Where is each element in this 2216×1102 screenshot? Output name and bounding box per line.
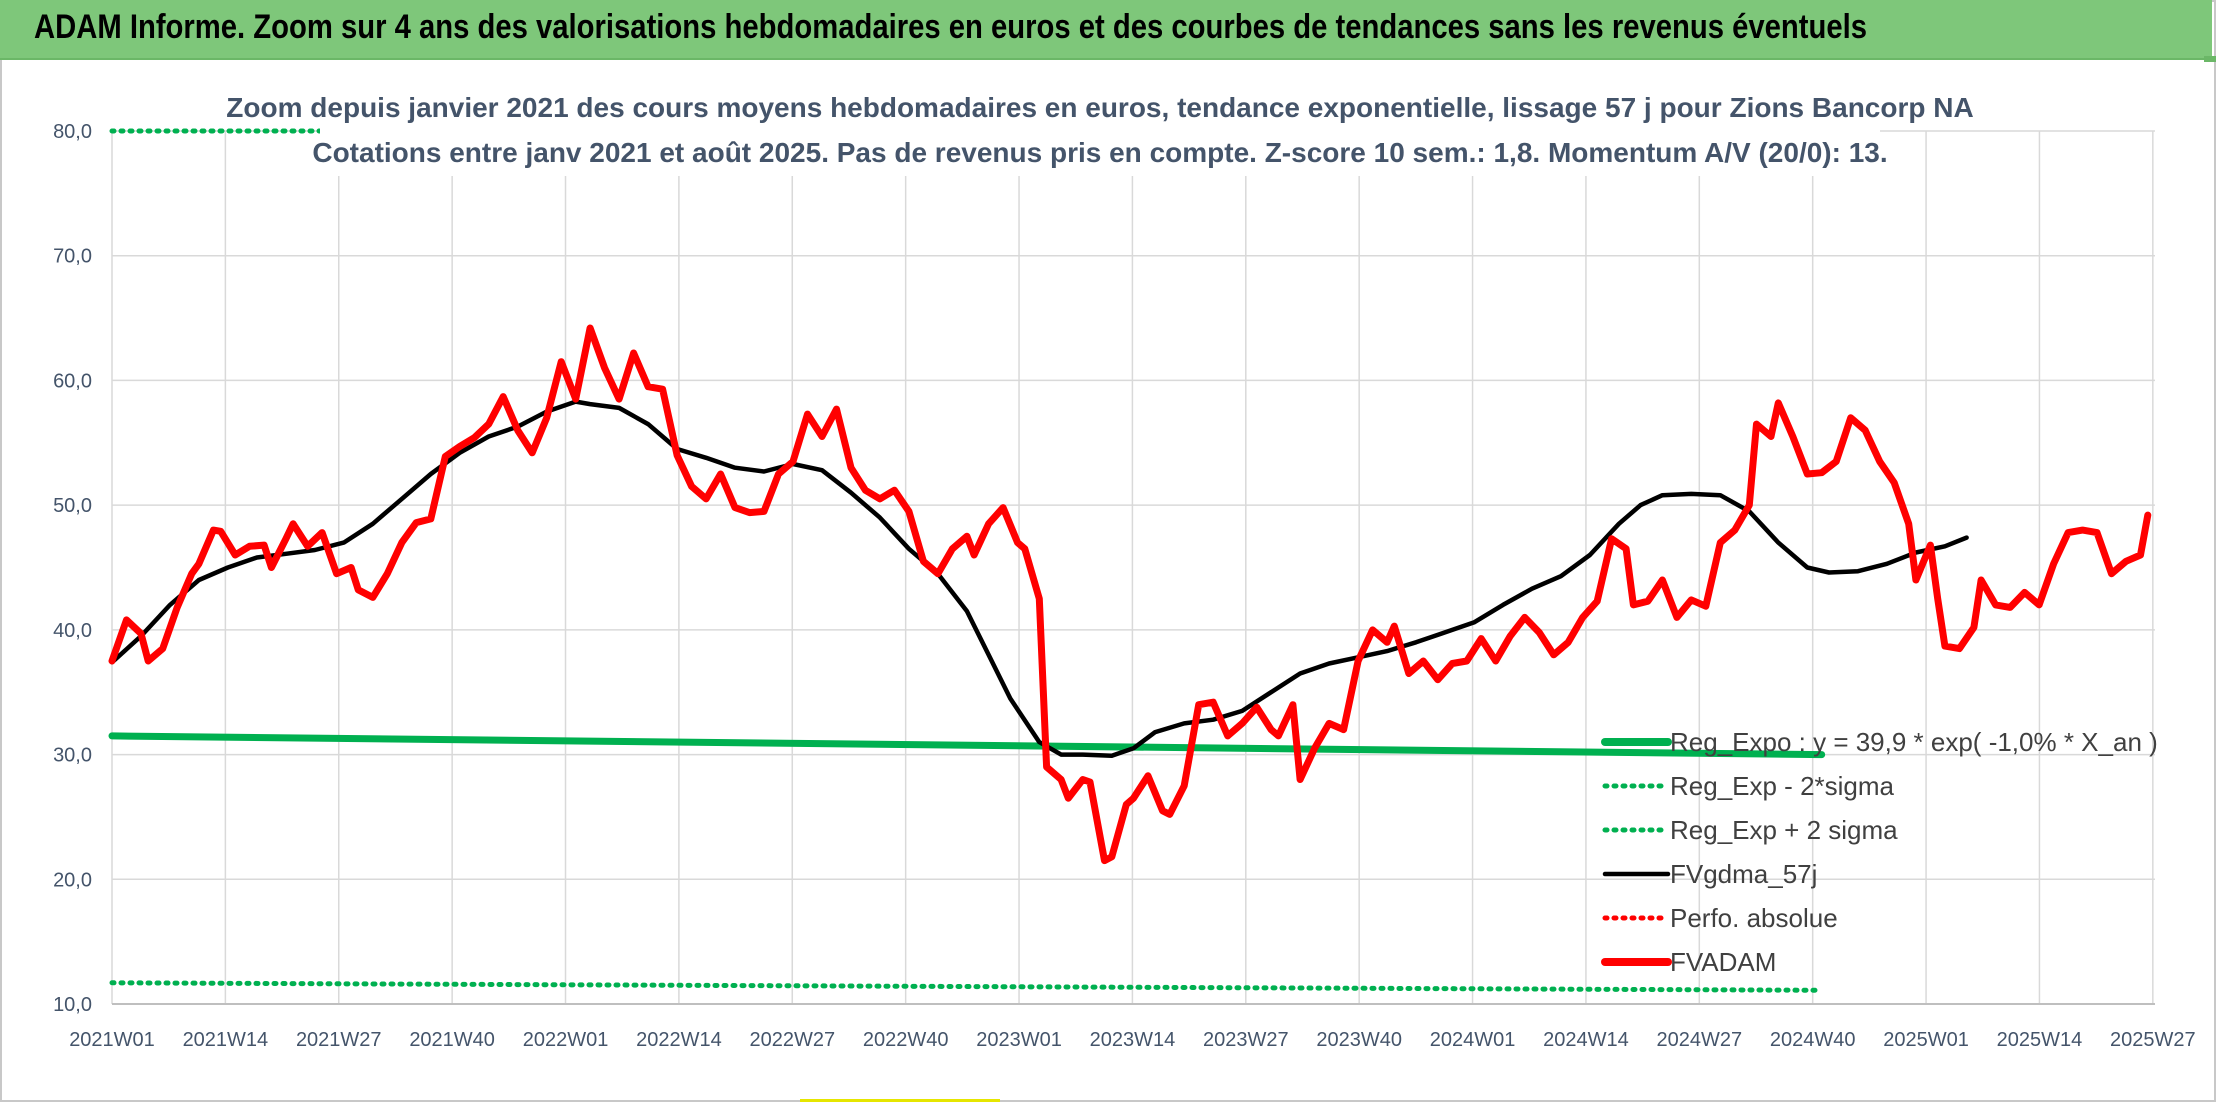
x-axis-ticks: 2021W01 2021W14 2021W27 2021W40 2022W01 2022W…: [69, 1029, 2195, 1051]
y-tick-label: 10,0: [53, 994, 92, 1016]
header-bar: ADAM Informe. Zoom sur 4 ans des valoris…: [0, 0, 2212, 60]
series-line-0: [108, 732, 1826, 759]
chart-title: Zoom depuis janvier 2021 des cours moyen…: [226, 92, 1973, 123]
grid-lines: [111, 130, 2155, 1005]
x-tick-label: 2023W01: [976, 1029, 1062, 1051]
x-tick-label: 2021W01: [69, 1029, 155, 1051]
x-tick-label: 2025W14: [1997, 1029, 2083, 1051]
x-tick-label: 2024W14: [1543, 1029, 1629, 1051]
x-tick-label: 2025W01: [1883, 1029, 1969, 1051]
title-background: [320, 84, 1880, 176]
series-line-3: [109, 399, 1969, 759]
chart-title-block: Zoom depuis janvier 2021 des cours moyen…: [226, 84, 1974, 176]
x-tick-label: 2023W14: [1090, 1029, 1176, 1051]
y-tick-label: 40,0: [53, 620, 92, 642]
x-tick-label: 2025W27: [2110, 1029, 2196, 1051]
x-tick-label: 2023W40: [1316, 1029, 1402, 1051]
y-tick-label: 60,0: [53, 370, 92, 392]
y-tick-label: 70,0: [53, 246, 92, 268]
series-line-1: [109, 980, 1825, 993]
legend-label-3: FVgdma_57j: [1670, 859, 1817, 889]
page-title: ADAM Informe. Zoom sur 4 ans des valoris…: [34, 8, 1867, 46]
y-tick-label: 50,0: [53, 495, 92, 517]
y-tick-label: 30,0: [53, 745, 92, 767]
y-axis-ticks: 10,0 20,0 30,0 40,0 50,0 60,0 70,0 80,0: [53, 121, 92, 1016]
chart-subtitle: Cotations entre janv 2021 et août 2025. …: [312, 137, 1887, 168]
x-tick-label: 2022W14: [636, 1029, 722, 1051]
x-tick-label: 2024W27: [1656, 1029, 1742, 1051]
x-tick-label: 2021W27: [296, 1029, 382, 1051]
x-tick-label: 2023W27: [1203, 1029, 1289, 1051]
x-tick-label: 2022W01: [523, 1029, 609, 1051]
legend-label-0: Reg_Expo : y = 39,9 * exp( -1,0% * X_an …: [1670, 727, 2158, 757]
legend-label-4: Perfo. absolue: [1670, 903, 1838, 933]
bottom-accent: [800, 1099, 1000, 1102]
legend: Reg_Expo : y = 39,9 * exp( -1,0% * X_an …: [1601, 727, 2158, 977]
x-tick-label: 2021W40: [409, 1029, 495, 1051]
x-tick-label: 2022W40: [863, 1029, 949, 1051]
x-tick-label: 2021W14: [183, 1029, 269, 1051]
series-line-5: [108, 324, 2152, 865]
y-tick-label: 20,0: [53, 869, 92, 891]
legend-label-1: Reg_Exp - 2*sigma: [1670, 771, 1895, 801]
y-tick-label: 80,0: [53, 121, 92, 143]
legend-label-5: FVADAM: [1670, 947, 1776, 977]
corner-accent: [2204, 56, 2216, 62]
legend-label-2: Reg_Exp + 2 sigma: [1670, 815, 1898, 845]
x-tick-label: 2022W27: [749, 1029, 835, 1051]
x-tick-label: 2024W40: [1770, 1029, 1856, 1051]
x-tick-label: 2024W01: [1430, 1029, 1516, 1051]
series-layer: [108, 128, 2152, 993]
